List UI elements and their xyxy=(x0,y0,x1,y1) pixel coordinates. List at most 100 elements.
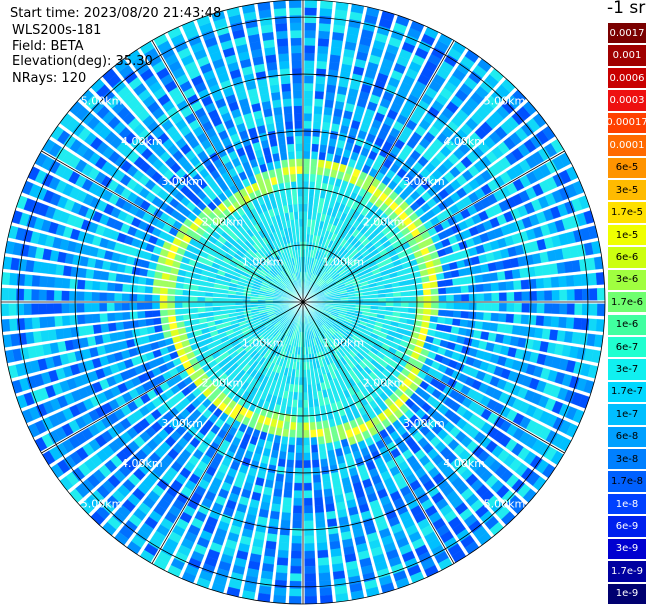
ray-gate xyxy=(483,283,492,292)
ray-gate xyxy=(291,535,302,544)
ray-gate xyxy=(299,233,303,242)
ray-gate xyxy=(573,274,583,287)
ray-gate xyxy=(8,318,18,332)
ray-gate xyxy=(317,549,329,559)
ray-gate xyxy=(453,286,462,294)
ray-gate xyxy=(122,321,132,330)
ray-gate xyxy=(536,290,545,301)
ray-gate xyxy=(227,302,236,306)
ray-gate xyxy=(277,45,289,55)
ray-gate xyxy=(275,427,283,437)
ray-gate xyxy=(320,136,329,146)
ray-gate xyxy=(190,284,199,291)
ray-gate xyxy=(303,135,311,144)
ray-gate xyxy=(316,542,328,551)
ray-gate xyxy=(161,323,171,332)
ray-gate xyxy=(318,564,330,574)
ray-gate xyxy=(318,443,326,453)
ray-gate xyxy=(326,152,334,162)
ray-gate xyxy=(319,144,328,153)
ray-gate xyxy=(581,288,591,301)
ray-gate xyxy=(269,84,280,94)
ray-gate xyxy=(504,324,514,334)
ray-gate xyxy=(276,38,289,47)
ray-gate xyxy=(322,473,331,483)
ray-gate xyxy=(580,273,590,286)
ray-gate xyxy=(16,318,26,331)
ray-gate xyxy=(136,302,145,310)
ray-gate xyxy=(290,558,302,567)
ray-gate xyxy=(544,303,553,314)
ray-gate xyxy=(303,173,310,182)
ray-gate xyxy=(408,296,417,302)
ray-gate xyxy=(297,188,303,197)
ray-gate xyxy=(316,421,323,430)
ray-gate xyxy=(496,323,506,333)
ray-gate xyxy=(290,565,302,574)
range-ring-label: 3.00km xyxy=(161,175,203,188)
ray-gate xyxy=(324,160,333,170)
ray-gate xyxy=(445,310,454,318)
ray-gate xyxy=(76,303,85,313)
ray-gate xyxy=(317,436,325,445)
ray-gate xyxy=(408,308,417,314)
ray-gate xyxy=(294,475,303,484)
ray-gate xyxy=(489,272,499,282)
ray-gate xyxy=(129,311,138,320)
ray-gate xyxy=(289,14,302,24)
ray-gate xyxy=(162,265,172,274)
ray-gate xyxy=(378,298,387,302)
ray-gate xyxy=(1,272,11,285)
ray-gate xyxy=(106,312,116,322)
ray-gate xyxy=(286,459,294,468)
ray-gate xyxy=(288,158,296,167)
ray-gate xyxy=(264,154,273,164)
ray-gate xyxy=(130,275,139,284)
ray-gate xyxy=(551,303,560,315)
ray-gate xyxy=(137,319,147,328)
ray-gate xyxy=(290,37,302,46)
range-ring-label: 3.00km xyxy=(403,175,445,188)
ray-gate xyxy=(308,196,314,205)
ray-gate xyxy=(565,317,575,329)
ray-gate xyxy=(285,128,294,137)
ray-gate xyxy=(498,281,507,291)
ray-gate xyxy=(270,145,279,155)
ray-gate xyxy=(329,540,341,550)
ray-gate xyxy=(443,325,453,333)
ray-gate xyxy=(276,175,284,184)
ray-gate xyxy=(438,287,447,295)
ray-gate xyxy=(446,302,455,310)
ray-gate xyxy=(277,549,289,559)
ray-gate xyxy=(588,318,598,332)
ray-gate xyxy=(544,290,553,301)
ray-gate xyxy=(278,451,287,460)
ray-gate xyxy=(286,398,293,408)
ray-gate xyxy=(541,264,551,276)
legend-item: 3e-5 xyxy=(607,178,647,202)
ray-gate xyxy=(166,302,175,309)
ray-gate xyxy=(288,595,302,605)
ray-gate xyxy=(290,550,302,559)
ray-gate xyxy=(304,22,317,31)
ray-gate xyxy=(558,316,567,329)
ray-gate xyxy=(303,377,307,386)
ray-gate xyxy=(325,91,335,101)
ray-gate xyxy=(266,161,275,171)
ray-gate xyxy=(296,422,303,431)
ray-gate xyxy=(481,321,491,331)
ray-gate xyxy=(159,302,168,309)
ray-gate xyxy=(124,330,134,339)
ray-gate xyxy=(317,38,330,47)
ray-gate xyxy=(291,407,297,416)
ray-gate xyxy=(294,467,303,476)
elevation-label: Elevation(deg): 35.30 xyxy=(12,54,153,69)
ray-gate xyxy=(160,280,169,288)
ray-gate xyxy=(263,39,275,49)
ray-gate xyxy=(393,297,402,302)
ray-gate xyxy=(298,211,303,220)
ray-gate xyxy=(137,285,146,293)
range-ring-label: 4.00km xyxy=(443,135,485,148)
ray-gate xyxy=(264,479,274,489)
ray-gate xyxy=(331,433,340,443)
